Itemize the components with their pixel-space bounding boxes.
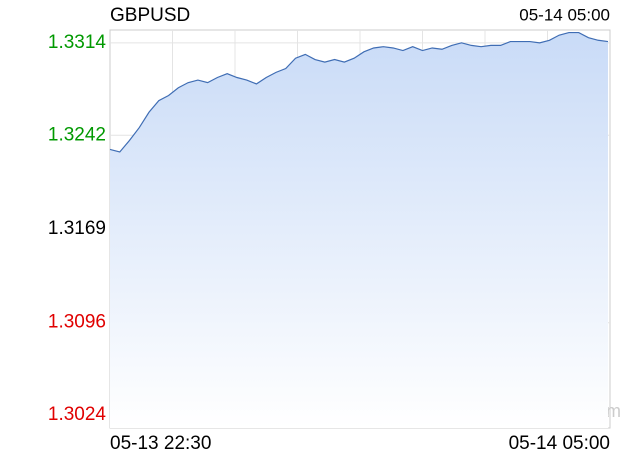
y-tick-label: 1.3169	[48, 218, 106, 239]
y-tick-label: 1.3314	[48, 32, 107, 53]
line	[109, 31, 609, 153]
y-tick-label: 1.3024	[48, 404, 107, 425]
time: 05-14 05:00	[519, 5, 610, 24]
chart-title: GBPUSD	[110, 5, 190, 26]
y-tick-label: 1.3096	[48, 312, 106, 333]
area	[110, 32, 608, 428]
x-tick-label: 05-13 22:30	[110, 433, 211, 454]
y-tick-label: 1.3242	[48, 124, 106, 145]
x-tick-label: 05-14 05:00	[509, 433, 610, 454]
